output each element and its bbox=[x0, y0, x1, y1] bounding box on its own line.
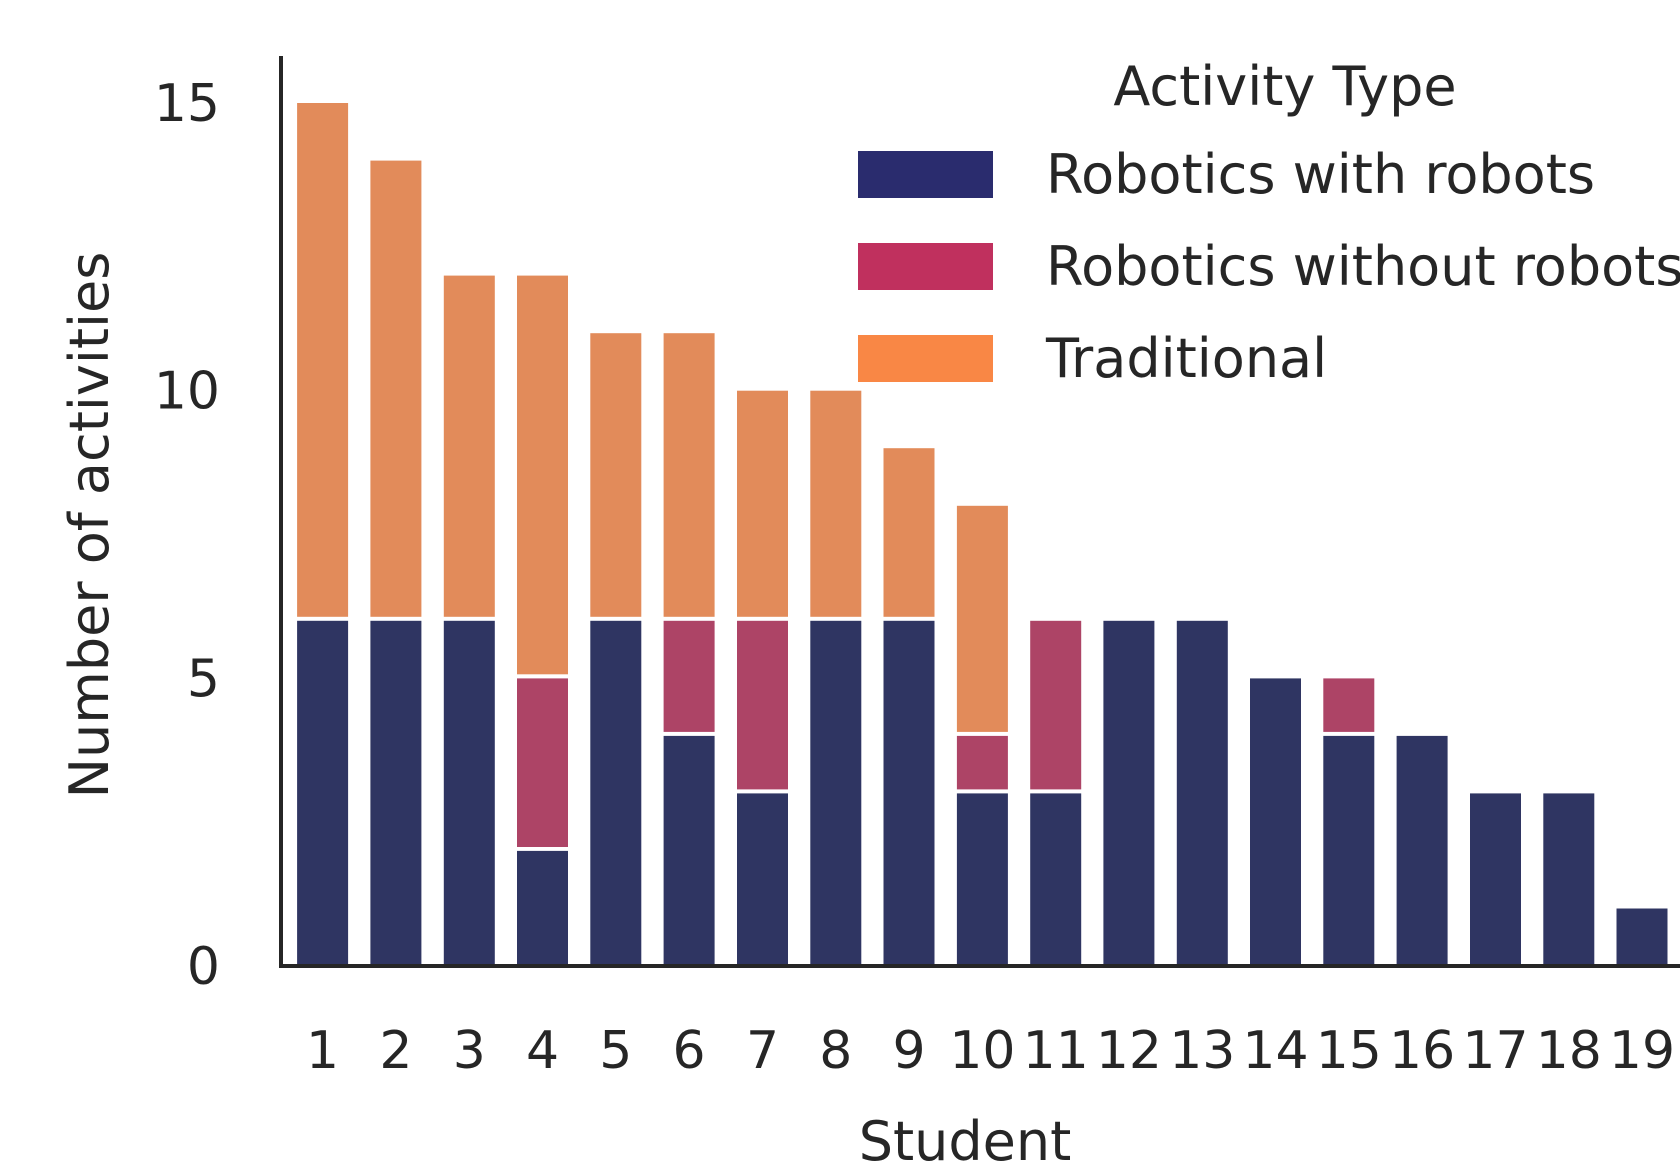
x-tick-label: 1 bbox=[306, 1021, 339, 1081]
y-tick-label: 0 bbox=[187, 937, 220, 997]
bar-student-13-series-0 bbox=[1176, 620, 1228, 964]
bar-student-8-series-2 bbox=[810, 390, 862, 617]
bar-student-10-series-2 bbox=[956, 505, 1008, 732]
bar-student-15-series-0 bbox=[1323, 735, 1375, 964]
bar-student-6-series-2 bbox=[663, 333, 715, 617]
bar-student-6-series-1 bbox=[663, 620, 715, 732]
bar-student-18-series-0 bbox=[1543, 793, 1595, 964]
x-tick-label: 11 bbox=[1023, 1021, 1089, 1081]
bar-student-3-series-0 bbox=[443, 620, 495, 964]
x-tick-label: 5 bbox=[599, 1021, 632, 1081]
bar-student-2-series-0 bbox=[370, 620, 422, 964]
x-tick-label: 6 bbox=[673, 1021, 706, 1081]
bar-student-4-series-2 bbox=[517, 275, 568, 675]
y-tick-label: 10 bbox=[154, 362, 220, 422]
bar-student-19-series-0 bbox=[1616, 908, 1668, 964]
x-tick-label: 17 bbox=[1462, 1021, 1528, 1081]
legend-swatch bbox=[858, 151, 993, 198]
bar-student-14-series-0 bbox=[1250, 678, 1301, 964]
x-tick-label: 16 bbox=[1389, 1021, 1455, 1081]
legend-label: Robotics without robots bbox=[1046, 235, 1680, 298]
x-tick-label: 7 bbox=[746, 1021, 779, 1081]
bar-student-16-series-0 bbox=[1396, 735, 1448, 964]
x-tick-label: 2 bbox=[379, 1021, 412, 1081]
bar-student-12-series-0 bbox=[1103, 620, 1155, 964]
x-tick-label: 13 bbox=[1169, 1021, 1235, 1081]
bar-student-8-series-0 bbox=[810, 620, 862, 964]
bar-student-7-series-0 bbox=[737, 793, 788, 964]
y-tick-label: 15 bbox=[154, 74, 220, 134]
x-axis-label: Student bbox=[859, 1110, 1072, 1165]
bar-student-15-series-1 bbox=[1323, 678, 1375, 732]
bar-student-7-series-2 bbox=[737, 390, 788, 617]
bar-student-10-series-0 bbox=[956, 793, 1008, 964]
x-tick-label: 15 bbox=[1316, 1021, 1382, 1081]
bars-layer bbox=[297, 103, 1668, 964]
bar-student-9-series-0 bbox=[883, 620, 935, 964]
bar-student-6-series-0 bbox=[663, 735, 715, 964]
bar-student-2-series-2 bbox=[370, 160, 422, 617]
y-tick-label: 5 bbox=[187, 649, 220, 709]
legend-swatch bbox=[858, 335, 993, 382]
bar-student-9-series-2 bbox=[883, 448, 935, 617]
bar-student-7-series-1 bbox=[737, 620, 788, 790]
y-tick-labels: 0 5 10 15 bbox=[154, 74, 220, 997]
bar-student-10-series-1 bbox=[956, 735, 1008, 790]
x-tick-label: 4 bbox=[526, 1021, 559, 1081]
bar-student-1-series-0 bbox=[297, 620, 349, 964]
bar-student-5-series-0 bbox=[590, 620, 642, 964]
x-tick-label: 10 bbox=[949, 1021, 1015, 1081]
legend-label: Robotics with robots bbox=[1046, 143, 1595, 206]
x-tick-label: 19 bbox=[1609, 1021, 1675, 1081]
x-tick-labels: 1 2 3 4 5 6 7 8 9 10 11 12 13 14 15 16 17 18 19 bbox=[306, 1021, 1675, 1081]
bar-student-3-series-2 bbox=[443, 275, 495, 617]
legend-swatch bbox=[858, 243, 993, 290]
x-tick-label: 14 bbox=[1242, 1021, 1308, 1081]
legend: Activity Type Robotics with robotsRoboti… bbox=[858, 55, 1680, 390]
bar-student-1-series-2 bbox=[297, 103, 349, 617]
y-axis-label: Number of activities bbox=[58, 252, 121, 799]
bar-student-5-series-2 bbox=[590, 333, 642, 617]
x-tick-label: 18 bbox=[1536, 1021, 1602, 1081]
legend-label: Traditional bbox=[1045, 327, 1327, 390]
legend-title: Activity Type bbox=[1113, 55, 1456, 118]
bar-student-11-series-0 bbox=[1030, 793, 1082, 964]
bar-student-4-series-1 bbox=[517, 678, 568, 847]
bar-student-11-series-1 bbox=[1030, 620, 1082, 790]
bar-student-17-series-0 bbox=[1470, 793, 1521, 964]
x-tick-label: 3 bbox=[453, 1021, 486, 1081]
legend-items: Robotics with robots Robotics without rob… bbox=[858, 143, 1680, 390]
x-tick-label: 12 bbox=[1096, 1021, 1162, 1081]
bar-student-4-series-0 bbox=[517, 850, 568, 964]
axes-layer bbox=[279, 56, 1680, 968]
x-tick-label: 8 bbox=[819, 1021, 852, 1081]
x-tick-label: 9 bbox=[892, 1021, 925, 1081]
